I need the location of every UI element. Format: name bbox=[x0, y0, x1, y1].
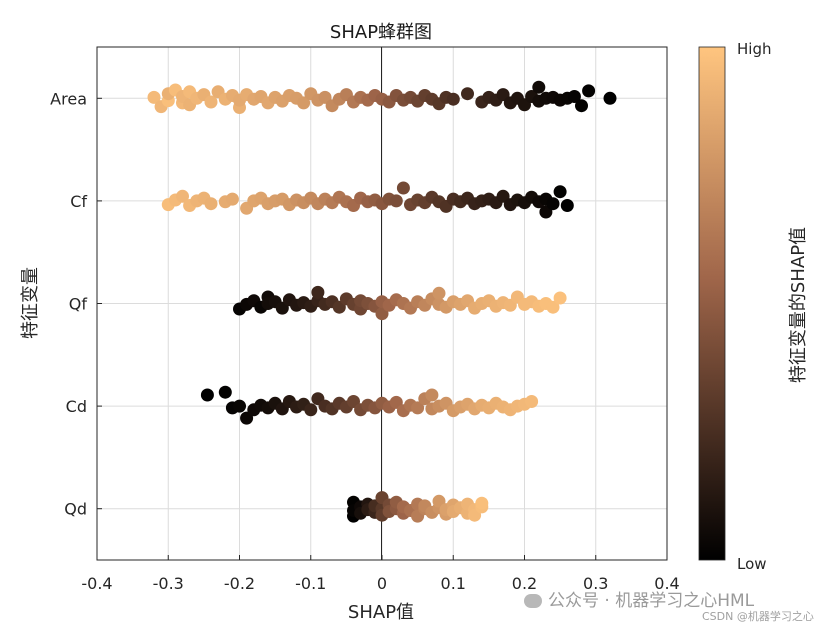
point-cf bbox=[396, 181, 410, 195]
colorbar-label: 特征变量的SHAP值 bbox=[788, 227, 809, 383]
y-axis-ticks: Area Cf Qf Cd Qd bbox=[50, 89, 102, 519]
point-area bbox=[567, 90, 581, 103]
y-axis-label: 特征变量 bbox=[20, 267, 41, 339]
y-tick-label: Qd bbox=[64, 500, 87, 519]
x-tick-label: -0.4 bbox=[81, 574, 112, 593]
watermark-sub: CSDN @机器学习之心 bbox=[702, 610, 814, 623]
colorbar-low-label: Low bbox=[737, 555, 767, 573]
chart-title: SHAP蜂群图 bbox=[330, 22, 432, 43]
x-tick-label: 0.1 bbox=[441, 574, 466, 593]
point-area bbox=[575, 99, 588, 113]
point-area bbox=[204, 95, 218, 109]
x-tick-label: 0.3 bbox=[583, 574, 608, 593]
point-cf bbox=[204, 197, 218, 211]
x-tick-label: 0.4 bbox=[654, 574, 679, 593]
y-tick-label: Cd bbox=[66, 397, 87, 416]
point-cf bbox=[176, 189, 189, 203]
point-cd bbox=[233, 399, 246, 413]
x-tick-label: 0.2 bbox=[512, 574, 537, 593]
point-qf bbox=[546, 300, 560, 314]
point-area bbox=[446, 92, 460, 106]
point-qf bbox=[432, 286, 446, 300]
point-area bbox=[147, 90, 161, 104]
point-cf bbox=[546, 197, 560, 211]
y-tick-label: Area bbox=[50, 89, 87, 108]
point-cd bbox=[218, 385, 232, 399]
watermark-main: 公众号 · 机器学习之心HML bbox=[524, 586, 754, 611]
point-cd bbox=[425, 388, 439, 402]
point-cf bbox=[225, 192, 239, 206]
point-cf bbox=[553, 185, 567, 199]
colorbar-high-label: High bbox=[737, 40, 771, 58]
y-tick-label: Cf bbox=[70, 192, 87, 211]
colorbar bbox=[698, 46, 726, 561]
point-cd bbox=[525, 395, 539, 408]
y-tick-label: Qf bbox=[69, 295, 88, 314]
point-cd bbox=[304, 403, 318, 417]
wechat-icon bbox=[524, 594, 542, 608]
point-qd bbox=[475, 496, 489, 510]
x-tick-label: -0.3 bbox=[153, 574, 184, 593]
point-cd bbox=[411, 401, 425, 415]
x-tick-label: -0.1 bbox=[295, 574, 326, 593]
x-axis-label: SHAP值 bbox=[348, 602, 414, 623]
point-cd bbox=[200, 388, 214, 402]
point-area bbox=[532, 80, 546, 94]
x-tick-label: -0.2 bbox=[224, 574, 255, 593]
point-qf bbox=[553, 291, 567, 305]
data-points bbox=[147, 80, 617, 523]
point-area bbox=[603, 91, 617, 105]
point-area bbox=[297, 96, 311, 110]
point-area bbox=[582, 84, 596, 98]
x-tick-label: 0 bbox=[377, 574, 387, 593]
point-qf bbox=[311, 285, 325, 299]
point-cf bbox=[389, 194, 403, 208]
point-cf bbox=[560, 199, 574, 212]
point-area bbox=[461, 87, 474, 101]
watermark-main-text: 公众号 · 机器学习之心HML bbox=[548, 591, 755, 611]
x-axis-ticks: -0.4 -0.3 -0.2 -0.1 0 0.1 0.2 0.3 0.4 bbox=[81, 555, 680, 593]
